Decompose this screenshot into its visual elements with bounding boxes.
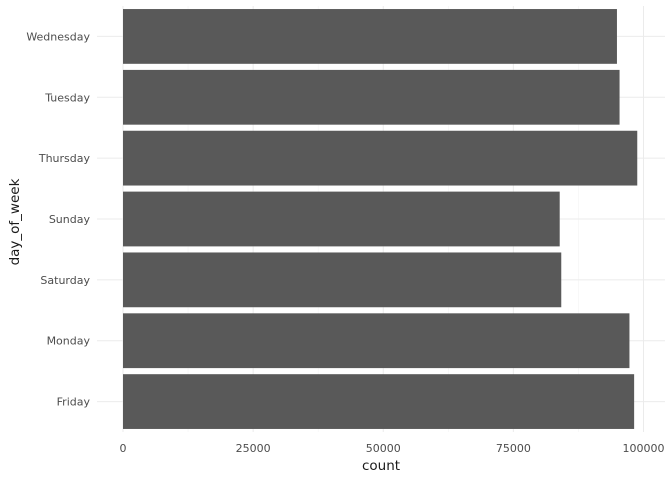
- bar-tuesday: [123, 69, 620, 125]
- bars: [123, 9, 638, 429]
- y-tick-label: Monday: [47, 335, 91, 348]
- x-axis-tick-labels: 0 25000 50000 75000 100000: [120, 442, 665, 455]
- x-tick-label: 75000: [496, 442, 531, 455]
- y-tick-label: Thursday: [38, 152, 91, 165]
- bar-monday: [123, 313, 630, 369]
- x-axis-title: count: [362, 458, 400, 474]
- y-tick-label: Friday: [57, 396, 91, 409]
- y-tick-label: Tuesday: [44, 91, 90, 104]
- x-tick-label: 25000: [236, 442, 271, 455]
- x-tick-label: 0: [120, 442, 127, 455]
- x-tick-label: 100000: [623, 442, 665, 455]
- y-axis-tick-labels: Friday Monday Saturday Sunday Thursday Tuesda…: [26, 30, 90, 408]
- bar-saturday: [123, 252, 562, 308]
- bar-sunday: [123, 191, 560, 247]
- y-tick-label: Wednesday: [26, 30, 90, 43]
- y-axis-title: day_of_week: [7, 178, 23, 265]
- x-tick-label: 50000: [366, 442, 401, 455]
- y-tick-label: Sunday: [49, 213, 91, 226]
- bar-friday: [123, 374, 635, 429]
- y-tick-label: Saturday: [40, 274, 90, 287]
- bar-thursday: [123, 130, 638, 186]
- bar-wednesday: [123, 9, 617, 64]
